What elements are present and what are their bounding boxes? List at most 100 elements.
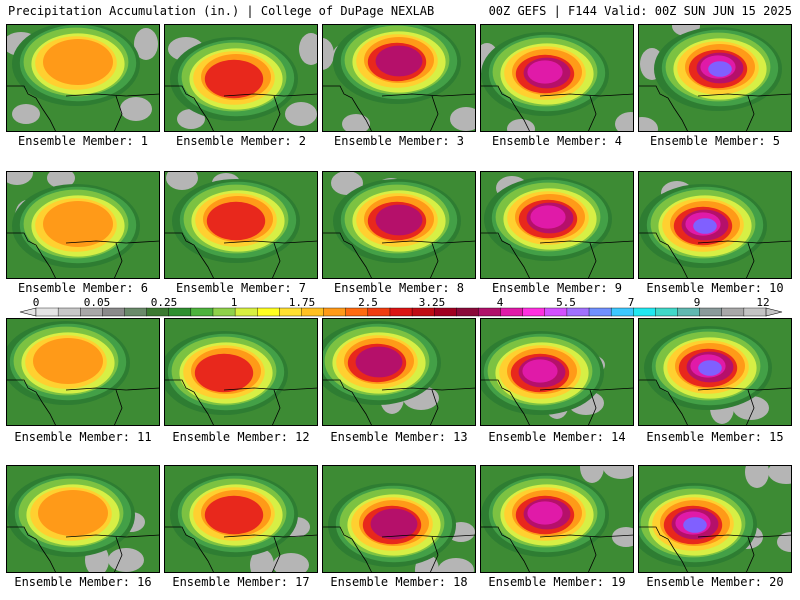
legend-color-bin (367, 307, 391, 317)
border-lines (6, 379, 160, 426)
ensemble-map-panel (322, 318, 476, 426)
ensemble-map-panel (164, 24, 318, 132)
panel-frame (638, 24, 792, 132)
ensemble-member-label: Ensemble Member: 3 (333, 134, 465, 148)
ensemble-map-panel (638, 171, 792, 279)
ensemble-member-label: Ensemble Member: 8 (333, 281, 465, 295)
border-lines (164, 232, 318, 279)
border-lines (638, 526, 792, 573)
border-lines (638, 85, 792, 132)
panel-frame (322, 24, 476, 132)
ensemble-map-panel (480, 465, 634, 573)
precip-map (638, 465, 792, 573)
precip-map (164, 24, 318, 132)
ensemble-map-panel (638, 465, 792, 573)
border-lines (322, 85, 476, 132)
panel-frame (480, 24, 634, 132)
precip-contour (43, 39, 113, 85)
legend-tick-label: 3.25 (418, 296, 446, 309)
precip-contour (43, 201, 113, 247)
precip-map (6, 465, 160, 573)
legend-color-bin (124, 307, 148, 317)
dry-area (438, 558, 474, 573)
legend-color-bin (566, 307, 590, 317)
ensemble-map-panel (480, 171, 634, 279)
map-title: Precipitation Accumulation (in.) | Colle… (8, 4, 435, 18)
border-lines (164, 85, 318, 132)
precip-contour (38, 490, 108, 536)
panel-frame (322, 318, 476, 426)
ensemble-member-label: Ensemble Member: 15 (646, 430, 784, 444)
color-scale-legend (19, 307, 783, 317)
dry-area (273, 553, 309, 573)
legend-color-bin (35, 307, 59, 317)
legend-color-bin (190, 307, 214, 317)
border-lines (322, 232, 476, 279)
ensemble-member-label: Ensemble Member: 10 (646, 281, 784, 295)
precip-contour (683, 517, 707, 533)
dry-area (603, 465, 634, 479)
legend-color-bin (610, 307, 634, 317)
legend-color-bin (345, 307, 369, 317)
precip-contour (375, 204, 423, 236)
dry-area (777, 532, 792, 552)
border-lines (638, 232, 792, 279)
panel-frame (164, 171, 318, 279)
panel-frame (638, 465, 792, 573)
legend-color-bin (677, 307, 701, 317)
dry-area (612, 527, 634, 547)
legend-color-bin (279, 307, 302, 317)
ensemble-member-label: Ensemble Member: 18 (330, 575, 468, 589)
panel-frame (638, 318, 792, 426)
precip-contour (530, 205, 566, 229)
ensemble-member-label: Ensemble Member: 6 (17, 281, 149, 295)
precip-contour (693, 218, 717, 234)
precip-contour (355, 346, 403, 378)
ensemble-map-panel (164, 171, 318, 279)
legend-color-bin (234, 307, 258, 317)
ensemble-map-panel (322, 465, 476, 573)
legend-color-bin (522, 307, 546, 317)
precip-map (164, 465, 318, 573)
legend-tick-label: 4 (496, 296, 504, 309)
dry-area (638, 117, 658, 132)
dry-area (177, 109, 205, 129)
legend-color-bin (633, 307, 656, 317)
dry-area (745, 465, 769, 488)
legend-tick-label: 1 (230, 296, 238, 309)
legend-tick-label: 5.5 (556, 296, 576, 309)
dry-area (331, 171, 363, 195)
ensemble-map-panel (6, 24, 160, 132)
ensemble-map-panel (6, 171, 160, 279)
dry-area (108, 548, 144, 572)
panel-frame (164, 24, 318, 132)
legend-color-bin (478, 307, 502, 317)
dry-area (450, 107, 476, 131)
precip-map (480, 24, 634, 132)
legend-color-bin (257, 307, 280, 317)
precip-contour (708, 61, 732, 77)
border-lines (6, 232, 160, 279)
dry-area (134, 28, 158, 60)
ensemble-member-label: Ensemble Member: 20 (646, 575, 784, 589)
ensemble-map-panel (6, 465, 160, 573)
legend-tick-label: 1.75 (288, 296, 316, 309)
ensemble-map-panel (480, 24, 634, 132)
legend-color-bin (389, 307, 413, 317)
ensemble-map-panel (164, 465, 318, 573)
legend-color-bin (456, 307, 479, 317)
ensemble-member-label: Ensemble Member: 12 (172, 430, 310, 444)
ensemble-member-label: Ensemble Member: 1 (17, 134, 149, 148)
ensemble-member-label: Ensemble Member: 14 (488, 430, 626, 444)
precip-map (638, 171, 792, 279)
border-lines (638, 379, 792, 426)
legend-tick-labels: 0 0.05 0.25 1 1.75 2.5 3.25 4 5.5 7 9 12 (0, 296, 800, 309)
panel-frame (6, 465, 160, 573)
legend-color-bin (168, 307, 192, 317)
dry-area (285, 102, 317, 126)
panel-frame (480, 465, 634, 573)
ensemble-map-panel (6, 318, 160, 426)
border-lines (480, 526, 634, 573)
legend-tick-label: 12 (756, 296, 770, 309)
border-lines (480, 232, 634, 279)
